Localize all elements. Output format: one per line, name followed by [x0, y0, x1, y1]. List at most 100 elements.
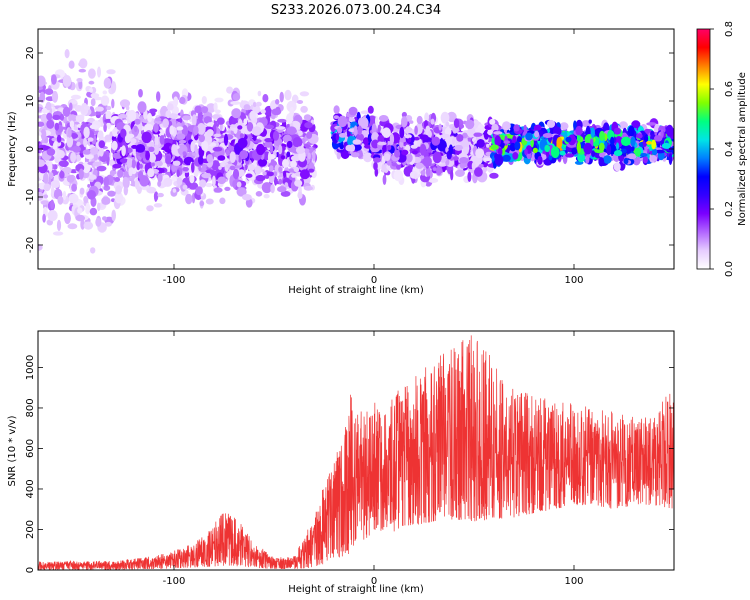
- spectrogram-cell: [231, 108, 242, 119]
- spectrogram-cell: [231, 118, 237, 125]
- spectrogram-cell: [333, 105, 340, 114]
- spectrogram-cell: [191, 114, 197, 127]
- spectrogram-cell: [217, 155, 226, 161]
- spectrogram-cell: [141, 131, 152, 144]
- spectrogram-cell: [452, 137, 456, 145]
- spectrogram-cell: [419, 143, 427, 156]
- spectrogram-cell: [377, 141, 387, 146]
- spectrogram-cell: [106, 105, 112, 111]
- spectrogram-cell: [493, 131, 503, 135]
- spectrogram-cell: [149, 108, 158, 113]
- spectrogram-cell: [513, 124, 520, 132]
- spectrogram-cell: [216, 117, 225, 125]
- spectrogram-cell: [409, 120, 414, 124]
- spectrogram-cell: [280, 190, 291, 197]
- spectrogram-cell: [304, 122, 313, 129]
- spectrogram-cell: [58, 160, 66, 166]
- spectrogram-cell: [89, 207, 98, 216]
- spectrogram-cell: [163, 142, 173, 153]
- spectrogram-cell: [275, 126, 286, 130]
- spectrogram-cell: [348, 117, 356, 123]
- spectrogram-cell: [359, 117, 369, 129]
- spectrogram-cell: [308, 168, 315, 173]
- spectrogram-cell: [79, 187, 85, 195]
- x-tick-label: -100: [163, 576, 186, 587]
- spectrogram-cell: [111, 140, 118, 151]
- spectrogram-cell: [335, 133, 340, 141]
- spectrogram-cell: [117, 113, 128, 119]
- spectrogram-cell: [483, 157, 492, 162]
- spectrogram-cell: [350, 152, 360, 158]
- spectrogram-cell: [300, 105, 308, 113]
- spectrogram-cell: [82, 149, 91, 155]
- spectrogram-cell: [490, 144, 499, 150]
- spectrogram-cell: [367, 105, 374, 114]
- colorbar: 0.0 0.2 0.4 0.6 0.8 Normalized spectral ampl…: [696, 21, 748, 277]
- spectrogram-cell: [95, 217, 102, 227]
- spectrogram-cell: [54, 122, 60, 131]
- spectrogram-cell: [72, 145, 81, 153]
- spectrogram-cell: [47, 210, 58, 222]
- spectrogram-cell: [95, 110, 101, 116]
- spectrogram-cell: [668, 153, 673, 165]
- spectrogram-cell: [98, 140, 106, 149]
- spectrogram-cell: [64, 49, 70, 59]
- spectrogram-cell: [220, 162, 226, 168]
- spectrogram-cell: [101, 196, 111, 205]
- spectrogram-cell: [286, 113, 293, 124]
- spectrogram-cell: [198, 155, 204, 165]
- spectrogram-cell: [512, 152, 519, 160]
- spectrogram-cell: [185, 193, 193, 205]
- spectrogram-cell: [646, 140, 653, 145]
- spectrogram-cell: [62, 106, 71, 118]
- spectrogram-cell: [243, 118, 248, 125]
- spectrogram-cell: [286, 140, 293, 149]
- spectrogram-cell: [239, 133, 244, 139]
- spectrogram-cell: [349, 144, 356, 152]
- spectrogram-cell: [489, 118, 496, 125]
- spectrogram-cell: [550, 146, 560, 159]
- spectrogram-cell: [651, 139, 657, 150]
- spectrogram-cell: [66, 135, 74, 148]
- snr-x-axis-label: Height of straight line (km): [288, 584, 424, 595]
- spectrogram-cell: [104, 221, 112, 227]
- spectrogram-cell: [411, 150, 418, 155]
- spectrogram-cell: [416, 115, 423, 125]
- spectrogram-cell: [264, 138, 273, 143]
- spectrogram-cell: [44, 88, 54, 95]
- spectrogram-cell: [157, 180, 162, 187]
- spectrogram-cell: [525, 132, 533, 141]
- spectrogram-cell: [454, 144, 463, 151]
- spectrogram-cell: [52, 231, 64, 236]
- y-tick-label: -10: [25, 189, 36, 205]
- spectrogram-cell: [59, 170, 65, 179]
- spectrogram-cell: [254, 165, 262, 175]
- spectrogram-cell: [172, 160, 181, 166]
- spectrogram-cell: [639, 153, 648, 157]
- spectrogram-cell: [212, 175, 216, 187]
- spectrogram-cell: [448, 144, 453, 155]
- spectrogram-cell: [125, 144, 129, 157]
- spectrogram-cell: [613, 127, 621, 135]
- spectrogram-cell: [62, 166, 72, 174]
- spectrogram-cell: [280, 155, 286, 160]
- spectrogram-cell: [377, 134, 385, 144]
- spectrogram-cell: [165, 155, 172, 165]
- spectrogram-cell: [603, 155, 612, 164]
- spectrogram-cell: [533, 124, 542, 131]
- spectrogram-cell: [50, 199, 55, 210]
- spectrogram-cell: [51, 90, 59, 103]
- spectrogram-cell: [494, 154, 504, 166]
- spectrogram-cell: [382, 174, 387, 185]
- spectrogram-cell: [38, 159, 46, 167]
- spectrogram-cell: [269, 144, 274, 154]
- spectrogram-cell: [169, 113, 178, 119]
- spectrogram-cell: [148, 146, 155, 152]
- spectrogram-cell: [295, 146, 306, 154]
- spectrogram-cell: [195, 186, 203, 196]
- spectrogram-cell: [278, 178, 283, 185]
- y-tick-label: 10: [25, 95, 36, 108]
- spectrogram-cell: [111, 209, 116, 222]
